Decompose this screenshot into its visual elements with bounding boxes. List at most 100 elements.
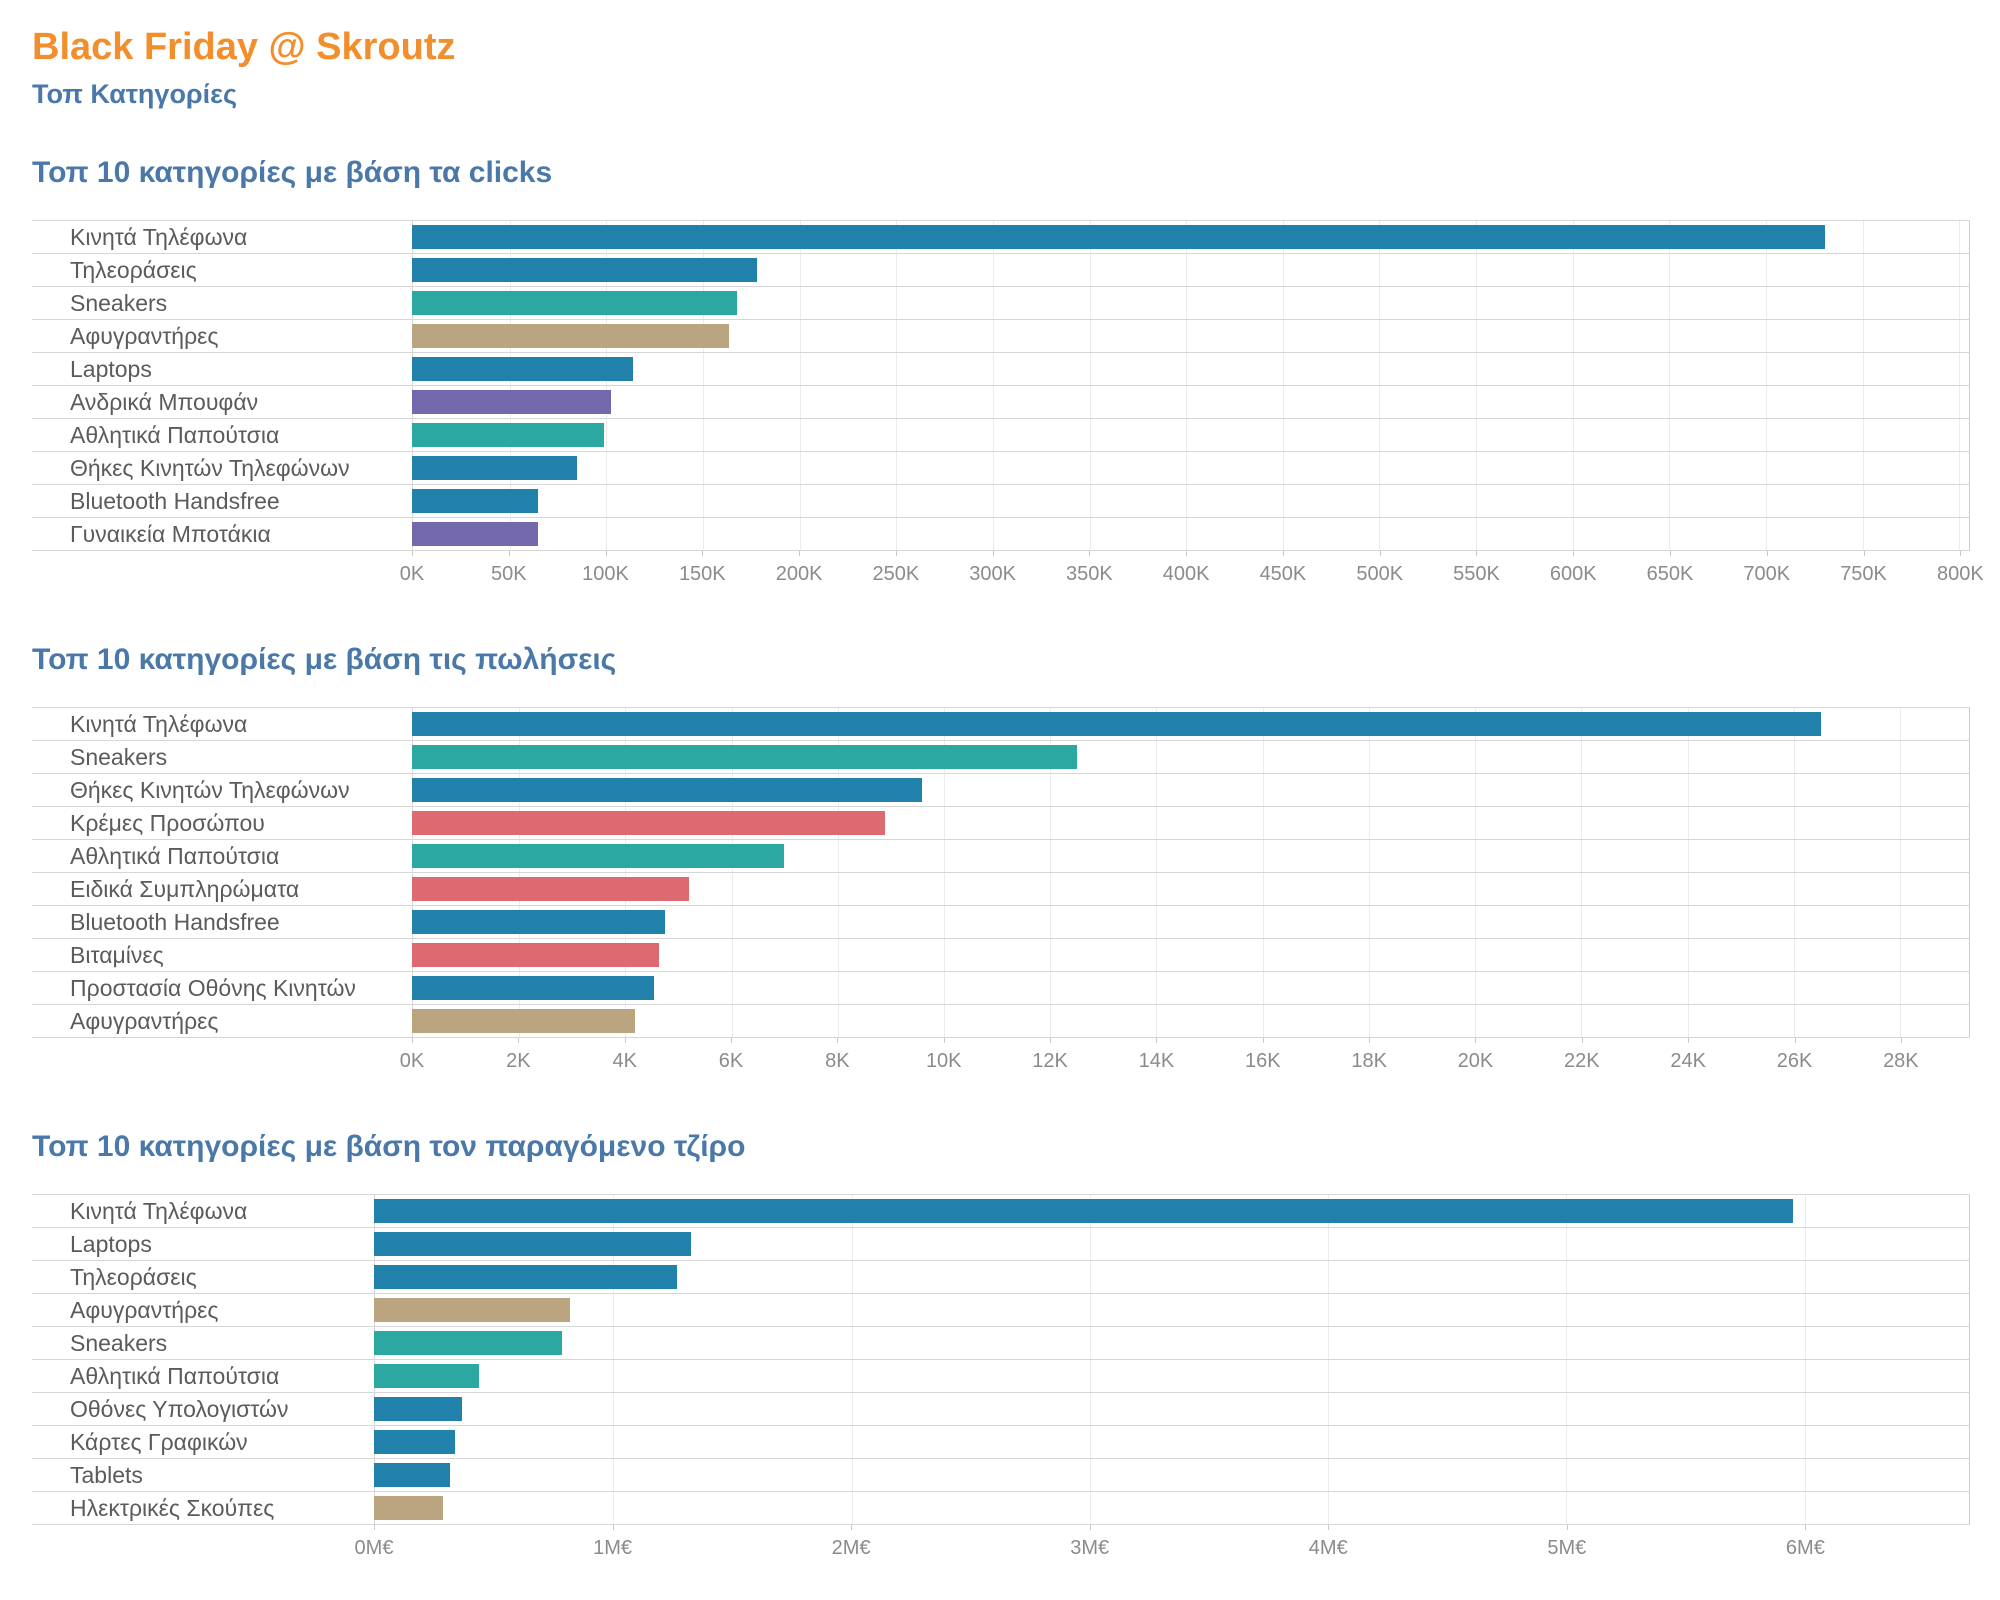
table-row: Ειδικά Συμπληρώματα: [32, 873, 1970, 906]
tick-label: 1M€: [593, 1537, 633, 1559]
bar[interactable]: [412, 1009, 636, 1033]
tick-mark: [1688, 1038, 1690, 1043]
category-label: Αθλητικά Παπούτσια: [70, 421, 280, 448]
bar[interactable]: [374, 1331, 563, 1355]
bar[interactable]: [412, 844, 785, 868]
tick-mark: [1475, 1038, 1477, 1043]
category-label: Βιταμίνες: [70, 941, 164, 968]
tick-label: 24K: [1670, 1050, 1706, 1072]
category-label: Κινητά Τηλέφωνα: [70, 710, 248, 737]
tick-mark: [1050, 1038, 1052, 1043]
table-row: Τηλεοράσεις: [32, 1261, 1970, 1294]
tick-mark: [1089, 551, 1091, 556]
tick-label: 2M€: [831, 1537, 871, 1559]
bar[interactable]: [412, 943, 660, 967]
bar[interactable]: [412, 910, 665, 934]
bar[interactable]: [412, 976, 654, 1000]
tick-mark: [1670, 551, 1671, 556]
bar-cell: [412, 906, 1970, 938]
tick-label: 16K: [1244, 1050, 1281, 1072]
tick-mark: [518, 1038, 520, 1043]
category-label: Κάρτες Γραφικών: [70, 1428, 248, 1455]
bar[interactable]: [412, 489, 538, 513]
bar-chart: Κινητά Τηλέφωνα Laptops Τηλεοράσεις Αφυγραν…: [32, 1194, 1970, 1571]
bar[interactable]: [412, 291, 738, 315]
tick-label: 4M€: [1308, 1537, 1348, 1559]
dashboard-header: Black Friday @ Skroutz Τοπ Κατηγορίες: [32, 26, 1970, 110]
tick-mark: [508, 551, 510, 556]
tick-label: 50K: [490, 563, 527, 585]
bar[interactable]: [412, 423, 604, 447]
bar-cell: [412, 287, 1970, 319]
bar[interactable]: [374, 1232, 692, 1256]
bar[interactable]: [412, 712, 1822, 736]
table-row: Οθόνες Υπολογιστών: [32, 1393, 1970, 1426]
bar[interactable]: [412, 778, 923, 802]
bar[interactable]: [412, 357, 633, 381]
bar-cell: [374, 1459, 1970, 1491]
bar[interactable]: [412, 522, 538, 546]
x-axis: 0K 2K 4K 6K 8K 10K 12K 14K 16K 18K 20K 22K 24K 26K 28K: [400, 1038, 1970, 1084]
tick-label: 8K: [825, 1050, 850, 1072]
tick-mark: [1369, 1038, 1371, 1043]
bar[interactable]: [412, 811, 886, 835]
table-row: Βιταμίνες: [32, 939, 1970, 972]
tick-label: 700K: [1743, 563, 1791, 585]
category-label: Οθόνες Υπολογιστών: [70, 1395, 289, 1422]
bar-cell: [412, 320, 1970, 352]
bar[interactable]: [374, 1298, 570, 1322]
table-row: Γυναικεία Μποτάκια: [32, 518, 1970, 551]
tick-label: 14K: [1138, 1050, 1175, 1072]
chart-rows: Κινητά Τηλέφωνα Τηλεοράσεις Sneakers Αφυγρα…: [32, 220, 1970, 551]
bar[interactable]: [412, 225, 1825, 249]
bar[interactable]: [412, 745, 1077, 769]
bar-cell: [374, 1327, 1970, 1359]
bar[interactable]: [374, 1463, 451, 1487]
tick-mark: [851, 1525, 853, 1530]
bar[interactable]: [374, 1397, 463, 1421]
bar[interactable]: [412, 456, 577, 480]
tick-mark: [1328, 1525, 1330, 1530]
tick-label: 5M€: [1547, 1537, 1587, 1559]
category-label: Κινητά Τηλέφωνα: [70, 223, 248, 250]
tick-mark: [1476, 551, 1478, 556]
tick-mark: [702, 551, 704, 556]
tick-mark: [895, 551, 897, 556]
tick-mark: [1566, 1525, 1568, 1530]
bar[interactable]: [374, 1364, 479, 1388]
tick-mark: [1089, 1525, 1091, 1530]
tick-mark: [624, 1038, 626, 1043]
bar-cell: [412, 353, 1970, 385]
table-row: Τηλεοράσεις: [32, 254, 1970, 287]
x-axis: 0K 50K 100K 150K 200K 250K 300K 350K 400K 450K 500…: [400, 551, 1984, 597]
table-row: Ηλεκτρικές Σκούπες: [32, 1492, 1970, 1525]
tick-label: 100K: [582, 563, 629, 585]
bar[interactable]: [412, 877, 689, 901]
tick-mark: [1156, 1038, 1158, 1043]
bar[interactable]: [412, 390, 612, 414]
category-label: Γυναικεία Μποτάκια: [70, 520, 271, 547]
category-label: Κρέμες Προσώπου: [70, 809, 265, 836]
bar-cell: [412, 807, 1970, 839]
bar[interactable]: [374, 1265, 677, 1289]
bar[interactable]: [374, 1496, 444, 1520]
chart-revenue: Τοπ 10 κατηγορίες με βάση τον παραγόμενο…: [32, 1130, 1970, 1571]
tick-mark: [412, 551, 413, 556]
table-row: Αθλητικά Παπούτσια: [32, 840, 1970, 873]
tick-label: 250K: [872, 563, 920, 585]
bar-cell: [374, 1228, 1970, 1260]
chart-rows: Κινητά Τηλέφωνα Sneakers Θήκες Κινητών Τηλ…: [32, 707, 1970, 1038]
bar[interactable]: [412, 258, 757, 282]
tick-mark: [1573, 551, 1575, 556]
chart-rows: Κινητά Τηλέφωνα Laptops Τηλεοράσεις Αφυγραν…: [32, 1194, 1970, 1525]
category-label: Sneakers: [70, 1329, 168, 1356]
category-label: Laptops: [70, 1230, 152, 1257]
tick-mark: [374, 1525, 375, 1530]
bar[interactable]: [412, 324, 730, 348]
table-row: Sneakers: [32, 1327, 1970, 1360]
bar[interactable]: [374, 1430, 456, 1454]
tick-label: 0M€: [354, 1537, 394, 1559]
bar[interactable]: [374, 1199, 1794, 1223]
tick-label: 350K: [1066, 563, 1113, 585]
bar-cell: [412, 708, 1970, 740]
